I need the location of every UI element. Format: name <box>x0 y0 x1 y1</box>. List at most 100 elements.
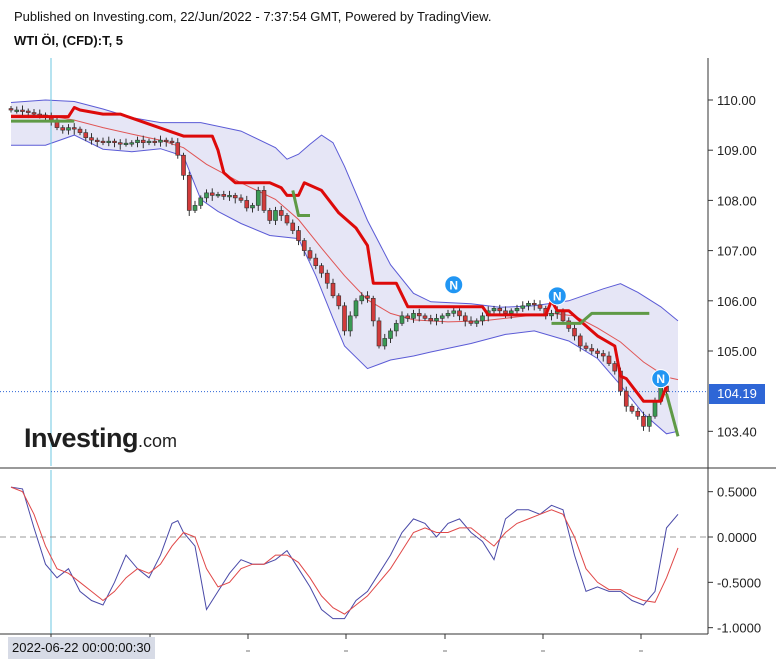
candle <box>117 139 123 150</box>
candle-body <box>462 315 468 322</box>
candle <box>221 190 227 200</box>
candle-body <box>135 139 140 143</box>
candle-body <box>520 305 526 309</box>
candle-body <box>209 192 215 196</box>
candle <box>520 301 526 312</box>
candle <box>342 302 347 336</box>
signal-marker-label: N <box>553 289 562 303</box>
candle <box>514 304 520 314</box>
candle-body <box>468 320 474 324</box>
candle-body <box>434 318 439 322</box>
candle <box>244 195 250 212</box>
chart-frame <box>0 58 776 635</box>
candle-body <box>491 308 497 312</box>
bollinger-lower-line <box>11 134 679 435</box>
candle-body <box>301 240 307 251</box>
bollinger-middle-line <box>11 114 679 381</box>
candle-body <box>204 192 209 199</box>
candle <box>14 106 20 114</box>
candle-body <box>600 353 606 357</box>
candle <box>445 309 451 319</box>
candle-body <box>480 315 485 322</box>
price-tick-label: 110.00 <box>717 93 756 108</box>
candle-body <box>439 315 445 319</box>
candle <box>267 207 273 224</box>
candle-body <box>445 313 451 317</box>
candle-body <box>186 175 192 211</box>
signal-marker-circle <box>444 275 464 295</box>
candle <box>71 123 77 135</box>
candle <box>94 137 100 147</box>
candle-body <box>31 112 37 115</box>
candle-body <box>549 313 554 317</box>
oscillator-fast-line <box>10 486 679 620</box>
candle-body <box>175 142 181 156</box>
candle <box>370 295 376 327</box>
candle-body <box>169 140 175 143</box>
logo-suffix: .com <box>138 431 178 451</box>
candle <box>365 291 370 303</box>
candle-body <box>284 215 290 224</box>
candle <box>215 191 221 198</box>
candle <box>589 343 595 355</box>
candle <box>480 312 485 326</box>
oscillator-tick-label: -1.0000 <box>717 621 761 636</box>
candle-body <box>71 127 77 130</box>
indicator-lines <box>0 58 708 634</box>
candle-body <box>152 140 158 143</box>
published-info: Published on Investing.com, 22/Jun/2022 … <box>14 9 492 24</box>
candle <box>209 188 215 201</box>
candle <box>204 189 209 203</box>
signal-marker-circle <box>651 369 671 389</box>
candles <box>8 105 669 432</box>
investing-logo: Investing.com <box>24 423 177 454</box>
oscillator-panel <box>0 486 708 620</box>
candle <box>324 269 330 289</box>
candle <box>296 226 301 246</box>
oscillator-slow-line <box>10 486 679 615</box>
candle <box>255 186 261 211</box>
candle-body <box>428 318 434 322</box>
candle-body <box>514 308 520 312</box>
candle-body <box>192 205 198 211</box>
price-tick-label: 105.00 <box>717 344 757 359</box>
price-axis: 110.00 109.00 108.00 107.00 106.00 105.00 103.… <box>708 93 757 439</box>
candle-body <box>319 265 324 274</box>
candle <box>135 136 140 148</box>
logo-brand: Investing <box>24 423 139 453</box>
candle <box>238 194 244 203</box>
candle <box>146 138 152 146</box>
candle-body <box>330 282 336 297</box>
candle <box>301 238 307 257</box>
candle-body <box>112 140 117 143</box>
candle-body <box>198 197 204 206</box>
candle <box>192 200 198 213</box>
candle-body <box>83 132 89 138</box>
oscillator-axis: 0.5000 0.0000 -0.5000 -1.0000 <box>708 485 761 636</box>
candle <box>635 407 641 420</box>
candle-body <box>388 330 393 339</box>
candle <box>474 318 480 327</box>
candle-body <box>635 410 641 417</box>
candle-body <box>606 355 612 364</box>
candle-body <box>60 127 66 131</box>
candle-body <box>227 195 232 198</box>
price-tick-label: 108.00 <box>717 193 757 208</box>
candle <box>20 105 25 116</box>
candle-body <box>255 190 261 206</box>
candle-body <box>416 313 422 317</box>
candle <box>468 316 474 326</box>
candle-body <box>158 139 163 143</box>
candle-body <box>497 308 503 312</box>
candle <box>531 299 537 311</box>
candle <box>612 361 618 375</box>
candle-body <box>20 109 25 112</box>
candle-body <box>589 348 595 352</box>
candle <box>583 342 589 351</box>
candle-body <box>353 300 359 317</box>
candle <box>8 106 14 113</box>
candle-body <box>629 405 635 412</box>
candle <box>198 195 204 209</box>
candle <box>359 292 365 305</box>
